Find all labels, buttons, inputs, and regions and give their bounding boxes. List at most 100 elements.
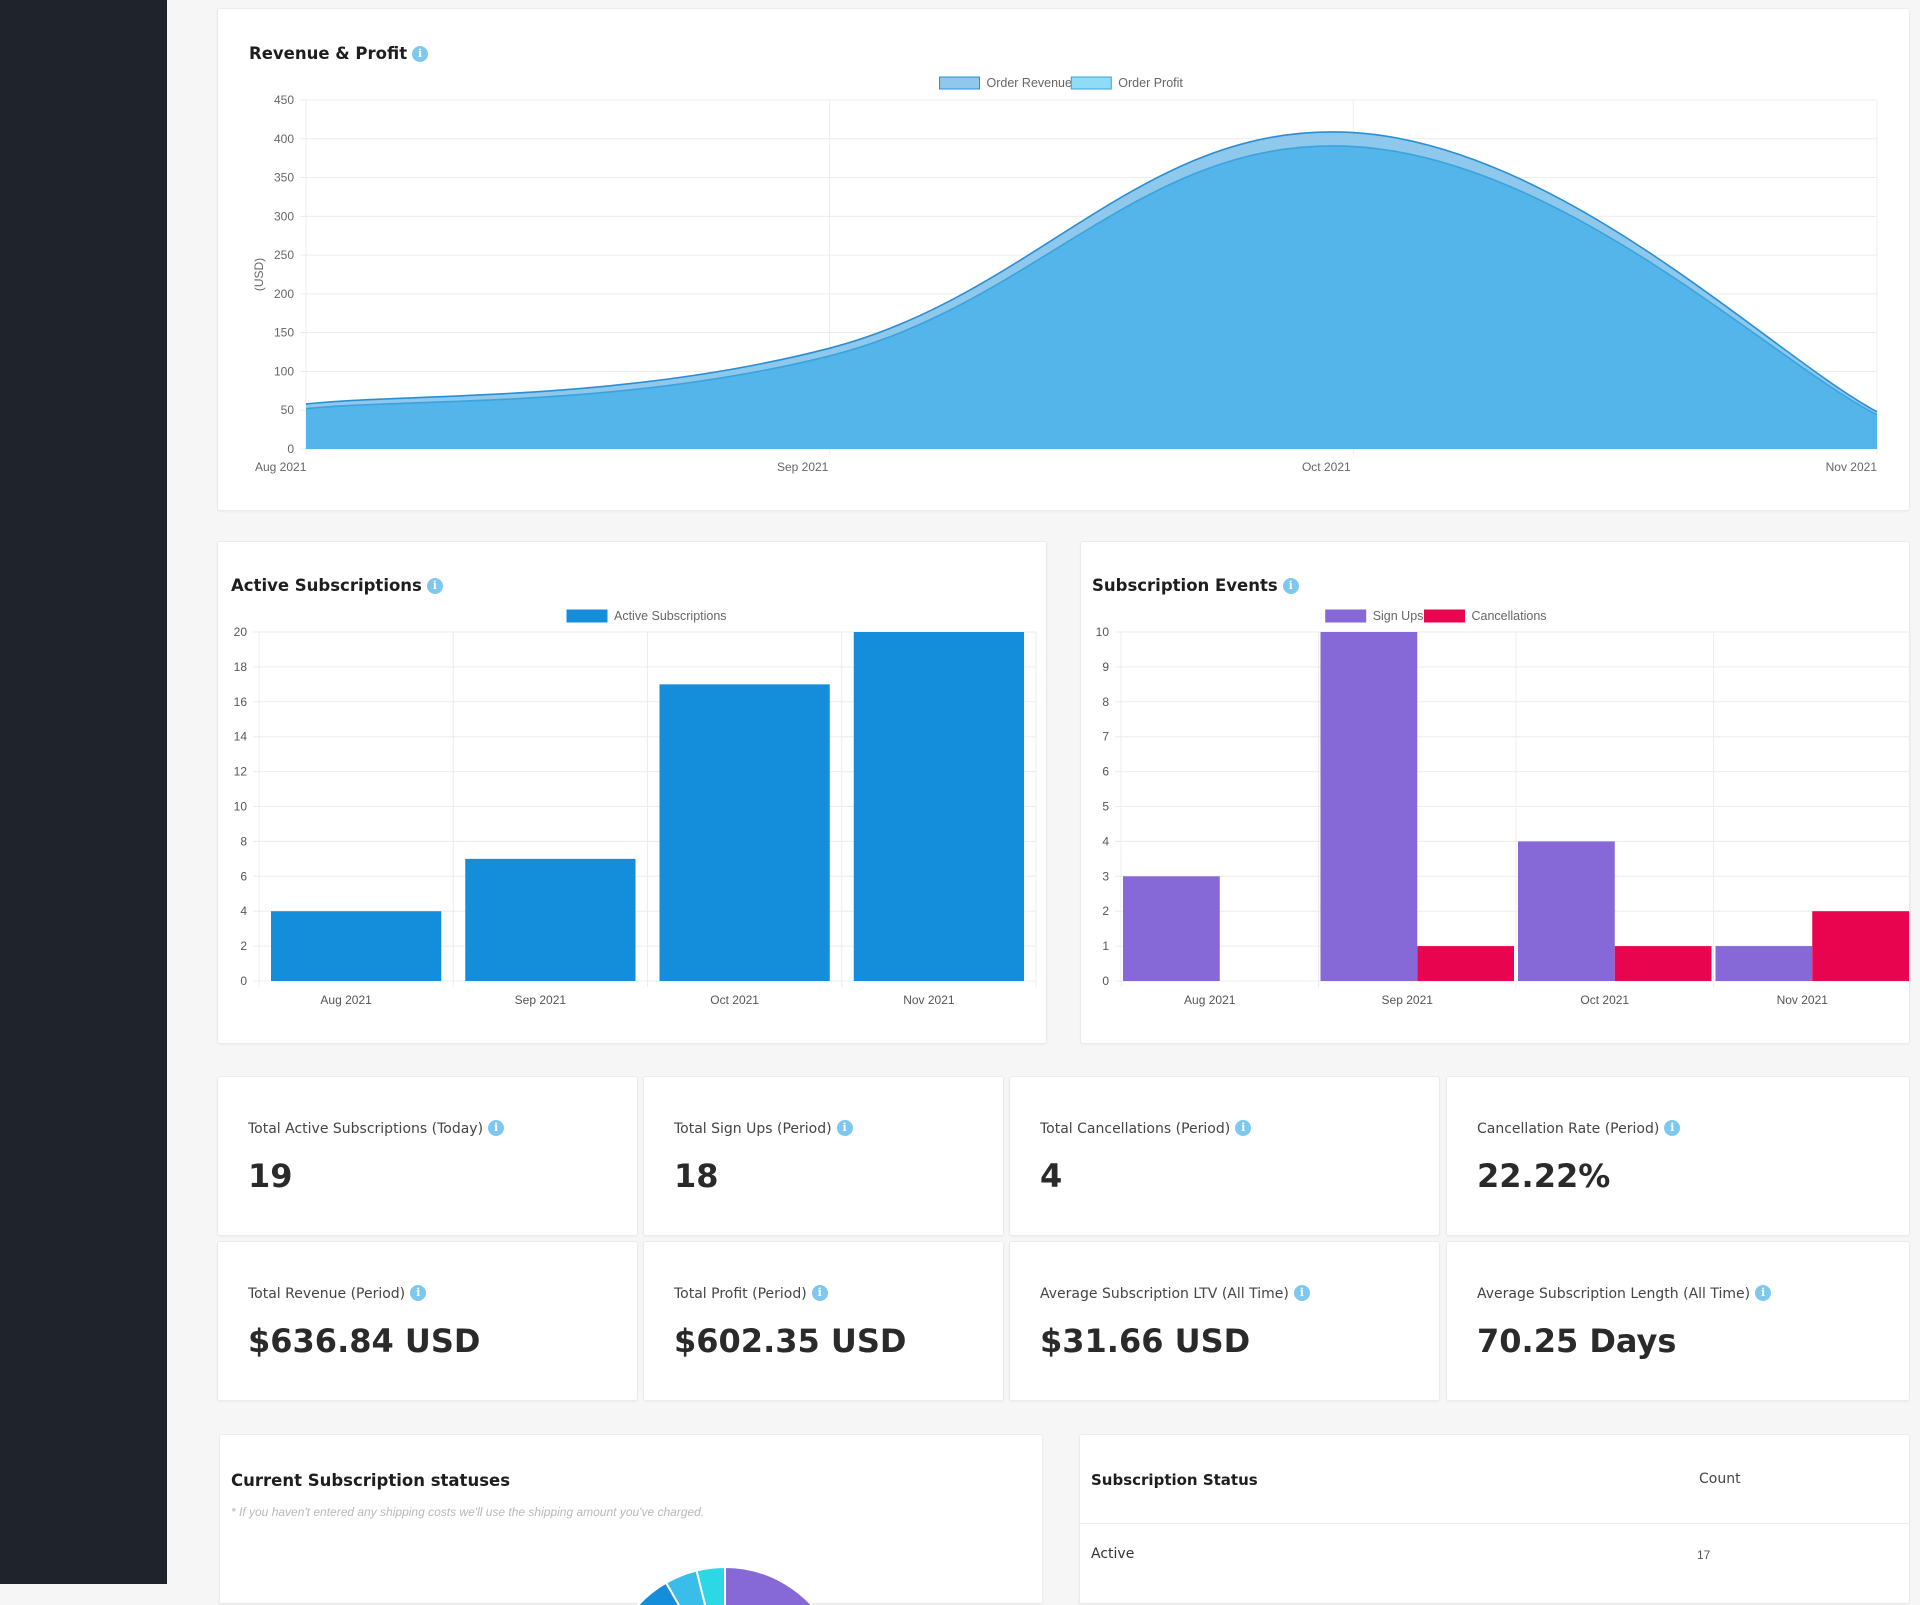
bar-active-subscriptions [271, 911, 442, 981]
bar-cancellations [1812, 911, 1909, 981]
active-subscriptions-chart: 0 2 4 6 8 10 12 14 16 18 20 Aug 2021 Sep 2021 Oct 202… [234, 609, 1037, 1007]
y-tick-label: 14 [234, 730, 248, 744]
subscription-status-table: Subscription Status Count Active 17 [1079, 1434, 1910, 1604]
stat-value: $636.84 USD [248, 1322, 481, 1360]
y-tick-label: 6 [240, 869, 247, 883]
y-tick-label: 50 [281, 403, 295, 417]
y-tick-label: 300 [274, 209, 294, 223]
pie-slice [724, 1565, 813, 1605]
y-tick-label: 0 [1102, 974, 1109, 988]
bar-sign-ups [1715, 946, 1813, 981]
subscription-statuses-title: Current Subscription statuses [231, 1471, 511, 1490]
table-row: Active 17 [1080, 1524, 1909, 1584]
y-tick-label: 0 [240, 974, 247, 988]
stat-value: $602.35 USD [674, 1322, 907, 1360]
bar-sign-ups [1320, 632, 1418, 981]
bar-sign-ups [1518, 841, 1615, 981]
y-tick-label: 7 [1102, 730, 1109, 744]
bar-cancellations [1614, 946, 1712, 981]
y-tick-label: 3 [1102, 869, 1109, 883]
series-area-order-profit [306, 145, 1877, 449]
row-status: Active [1091, 1546, 1135, 1562]
stat-label-text: Total Revenue (Period) [248, 1286, 406, 1302]
stat-label-text: Cancellation Rate (Period) [1477, 1121, 1660, 1137]
info-icon[interactable]: i [410, 1285, 427, 1301]
y-tick-label: 18 [234, 660, 248, 674]
stat-label-text: Average Subscription Length (All Time) [1477, 1286, 1751, 1302]
stat-label: Cancellation Rate (Period) i [1477, 1120, 1681, 1137]
y-tick-label: 350 [274, 171, 294, 185]
stat-value: 22.22% [1477, 1157, 1611, 1195]
info-icon[interactable]: i [1282, 578, 1299, 594]
y-tick-label: 8 [1102, 695, 1109, 709]
info-icon[interactable]: i [426, 578, 443, 594]
revenue-profit-card: Revenue & Profit i 0 50 100 150 200 250 300 350 4… [217, 8, 1910, 511]
info-icon[interactable]: i [1755, 1285, 1772, 1301]
info-icon[interactable]: i [1235, 1120, 1252, 1136]
stat-label: Total Revenue (Period) i [248, 1285, 427, 1302]
bar-active-subscriptions [853, 632, 1024, 981]
legend-label: Cancellations [1472, 609, 1547, 623]
x-tick-label: Nov 2021 [903, 993, 955, 1007]
legend-swatch [939, 76, 980, 90]
info-icon[interactable]: i [1293, 1285, 1310, 1301]
table-divider [1080, 1523, 1909, 1524]
legend-swatch [566, 609, 608, 623]
y-tick-label: 20 [234, 625, 248, 639]
x-tick-label: Sep 2021 [777, 460, 829, 474]
subscription-statuses-card: Current Subscription statuses * If you h… [219, 1434, 1043, 1605]
y-tick-label: 150 [274, 326, 294, 340]
bar-cancellations [1417, 946, 1514, 981]
series-line-order-revenue [305, 131, 1878, 413]
y-tick-label: 2 [1102, 904, 1109, 918]
y-tick-label: 1 [1102, 939, 1109, 953]
stat-card: Total Revenue (Period) i $636.84 USD [217, 1241, 638, 1401]
stat-label-text: Total Cancellations (Period) [1040, 1121, 1231, 1137]
y-tick-label: 6 [1102, 765, 1109, 779]
y-tick-label: 12 [234, 765, 248, 779]
info-icon[interactable]: i [412, 46, 429, 62]
revenue-profit-title: Revenue & Profit i [249, 44, 429, 63]
sidebar [0, 0, 167, 1584]
revenue-profit-title-text: Revenue & Profit [249, 44, 408, 63]
row-count: 17 [1697, 1548, 1711, 1562]
y-tick-label: 4 [1102, 834, 1109, 848]
x-tick-label: Sep 2021 [515, 993, 567, 1007]
x-tick-label: Oct 2021 [710, 993, 759, 1007]
y-tick-label: 2 [240, 939, 247, 953]
y-tick-label: 400 [274, 132, 294, 146]
y-tick-label: 5 [1102, 800, 1109, 814]
legend-swatch [1424, 609, 1465, 623]
info-icon[interactable]: i [1664, 1120, 1681, 1136]
stat-label: Total Active Subscriptions (Today) i [248, 1120, 505, 1137]
legend-swatch [1070, 76, 1112, 90]
y-tick-label: 450 [274, 93, 294, 107]
stat-label-text: Average Subscription LTV (All Time) [1040, 1286, 1289, 1302]
y-tick-label: 0 [287, 442, 294, 456]
x-tick-label: Aug 2021 [320, 993, 372, 1007]
stat-card: Average Subscription Length (All Time) i … [1446, 1241, 1910, 1401]
info-icon[interactable]: i [836, 1120, 853, 1136]
stat-label-text: Total Profit (Period) [674, 1286, 807, 1302]
legend-label: Order Revenue [987, 76, 1073, 90]
bar-active-subscriptions [659, 684, 830, 981]
stat-card: Average Subscription LTV (All Time) i $31… [1009, 1241, 1440, 1401]
stat-card: Cancellation Rate (Period) i 22.22% [1446, 1076, 1910, 1236]
info-icon[interactable]: i [488, 1120, 505, 1136]
active-subscriptions-card: Active Subscriptions i 0 2 4 6 8 10 12 14 16 18 20 A… [217, 541, 1047, 1044]
bar-active-subscriptions [465, 858, 636, 981]
info-icon[interactable]: i [811, 1285, 828, 1301]
x-tick-label: Aug 2021 [255, 460, 307, 474]
y-tick-label: 8 [240, 834, 247, 848]
y-tick-label: 16 [234, 695, 248, 709]
bar-sign-ups [1123, 876, 1220, 981]
legend-label: Order Profit [1118, 76, 1183, 90]
y-tick-label: 250 [274, 248, 294, 262]
subscription-events-chart: 0 1 2 3 4 5 6 7 8 9 10 Aug 2021 Sep 2021 Oct 2021 Nov … [1096, 609, 1911, 1007]
stat-card: Total Profit (Period) i $602.35 USD [643, 1241, 1004, 1401]
x-tick-label: Oct 2021 [1302, 460, 1351, 474]
y-axis-label: (USD) [252, 258, 266, 291]
shipping-note: * If you haven't entered any shipping co… [231, 1505, 705, 1519]
x-tick-label: Nov 2021 [1826, 460, 1878, 474]
stat-label: Total Cancellations (Period) i [1040, 1120, 1252, 1137]
